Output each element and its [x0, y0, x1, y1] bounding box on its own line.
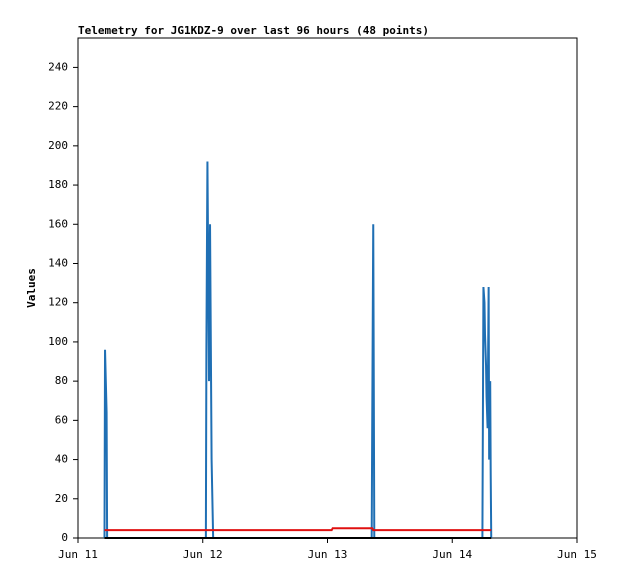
x-tick-label: Jun 14 [432, 548, 472, 561]
y-tick-label: 200 [48, 139, 68, 152]
y-tick-label: 40 [55, 453, 68, 466]
y-tick-label: 20 [55, 492, 68, 505]
y-tick-label: 140 [48, 256, 68, 269]
y-tick-label: 80 [55, 374, 68, 387]
y-tick-label: 220 [48, 100, 68, 113]
y-tick-label: 60 [55, 413, 68, 426]
y-tick-label: 100 [48, 335, 68, 348]
x-tick-label: Jun 13 [308, 548, 348, 561]
x-tick-label: Jun 15 [557, 548, 597, 561]
y-tick-label: 0 [61, 531, 68, 544]
y-axis-label: Values [25, 268, 38, 308]
chart-title: Telemetry for JG1KDZ-9 over last 96 hour… [78, 24, 429, 37]
series-line [104, 527, 492, 532]
y-tick-label: 240 [48, 60, 68, 73]
x-tick-label: Jun 12 [183, 548, 223, 561]
y-tick-label: 160 [48, 217, 68, 230]
y-tick-label: 180 [48, 178, 68, 191]
x-tick-label: Jun 11 [58, 548, 98, 561]
y-tick-label: 120 [48, 296, 68, 309]
